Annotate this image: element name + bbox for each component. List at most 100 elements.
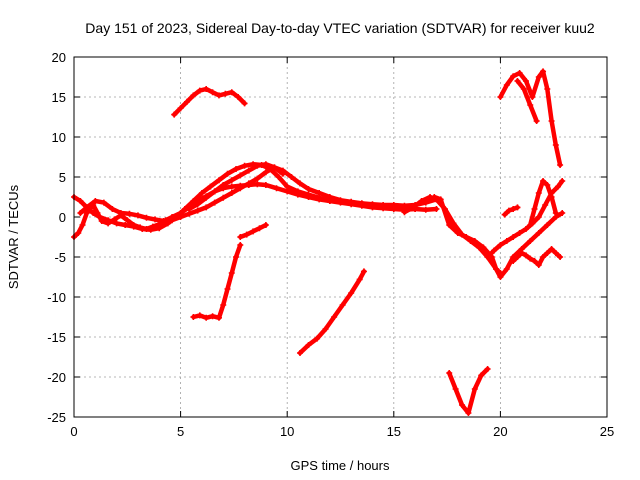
data-point [207,183,214,190]
data-point [109,206,116,212]
data-point [505,207,512,214]
data-point [147,226,154,233]
x-tick-label: 20 [493,424,507,439]
data-point [527,238,534,244]
data-point [117,210,124,216]
data-point [256,225,263,232]
y-tick-label: -20 [47,370,66,385]
data-point [337,197,344,204]
data-point [220,302,227,308]
data-point [514,254,521,260]
data-point [527,255,534,262]
data-point [245,180,252,187]
data-point [360,268,367,275]
data-point [215,314,222,321]
data-point [262,161,269,168]
data-point [491,247,498,254]
data-point [522,78,529,84]
data-point [171,111,178,118]
data-point [480,244,487,251]
data-point [535,214,542,220]
data-point [471,238,478,244]
data-point [542,202,549,208]
data-point [431,194,438,200]
data-point [356,276,363,283]
data-point [503,82,510,88]
data-point [529,94,536,100]
data-point [540,178,547,184]
data-point [452,386,459,392]
data-point [122,222,129,228]
data-point [209,313,216,320]
x-tick-label: 25 [600,424,614,439]
data-point [79,222,86,228]
data-point [527,222,534,228]
data-point [83,210,90,216]
data-point [92,198,99,204]
data-point [241,162,248,169]
data-point [130,223,137,230]
data-point [326,194,333,200]
data-point [454,230,461,236]
data-point [418,198,425,204]
data-point [409,204,416,211]
data-point [516,230,523,236]
data-point [143,214,150,221]
data-point [514,78,521,84]
data-point [215,177,222,184]
series-arc-12 [498,69,563,168]
data-point [450,220,457,227]
x-axis-label: GPS time / hours [291,458,390,473]
data-point [262,169,269,176]
data-point [220,194,227,201]
data-point [228,89,235,96]
data-point [314,335,321,342]
data-point [237,185,244,192]
data-point [559,210,566,216]
data-point [139,226,146,232]
tick-layer: 0 5 10 15 20 25 -25 -20 -15 -10 -5 0 5 10 15 20 [47,50,614,439]
data-point [262,182,269,188]
data-point [273,185,280,192]
data-point [243,231,250,238]
data-point [186,206,193,212]
data-point [552,142,559,148]
data-point [134,212,141,219]
data-point [503,266,510,272]
data-point [224,170,231,177]
data-layer [71,68,566,416]
data-point [75,230,82,236]
grid-layer [74,57,607,417]
data-point [522,252,529,259]
data-point [220,182,227,188]
x-tick-label: 0 [70,424,77,439]
data-point [380,203,387,210]
x-tick-label: 10 [280,424,294,439]
data-point [250,228,257,235]
data-point [544,250,551,256]
data-point [437,196,444,203]
plot-frame [73,56,608,418]
data-point [211,188,218,195]
data-point [322,326,329,332]
data-point [316,190,323,196]
data-point [305,191,312,198]
data-point [514,204,521,211]
y-axis-label: SDTVAR / TECUs [6,184,21,289]
data-point [254,162,261,169]
data-point [262,222,269,228]
series-arc-14 [191,242,243,321]
data-point [533,118,540,124]
y-tick-label: -10 [47,290,66,305]
data-point [510,73,517,80]
data-point [531,206,538,212]
x-tick-label: 5 [177,424,184,439]
data-point [296,350,303,356]
data-point [510,206,517,212]
data-point [77,210,84,216]
data-point [190,314,197,320]
data-point [369,202,376,208]
data-point [540,254,547,260]
data-point [233,166,240,172]
data-point [203,194,210,201]
